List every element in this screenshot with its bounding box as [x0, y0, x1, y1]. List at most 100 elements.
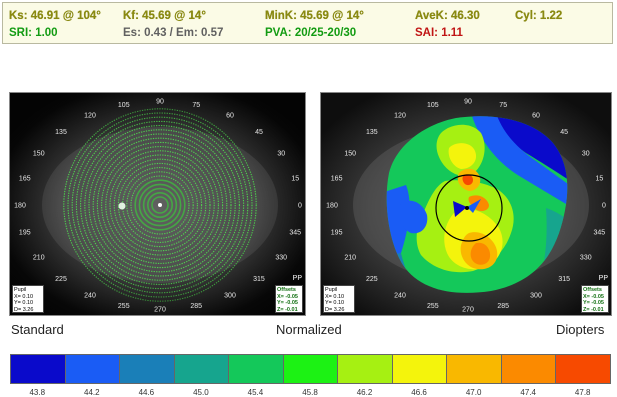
- scale-swatch: [555, 354, 611, 384]
- axis-tick-label: 330: [275, 255, 287, 262]
- axis-tick-label: 240: [84, 293, 96, 300]
- pupil-y: Y= 0.10: [14, 300, 34, 306]
- axis-tick-label: 120: [84, 112, 96, 119]
- scale-swatch: [10, 354, 66, 384]
- axis-tick-label: 240: [394, 293, 406, 300]
- sai-value: SAI: 1.11: [415, 27, 463, 39]
- axis-tick-label: 315: [253, 276, 265, 283]
- diopters-caption: Diopters: [556, 322, 605, 337]
- offsets-title: Offsets: [583, 287, 602, 293]
- axis-tick-label: 285: [497, 303, 509, 310]
- axis-tick-label: 60: [226, 112, 234, 119]
- pva-value: PVA: 20/25-20/30: [265, 27, 357, 39]
- axis-tick-label: 0: [602, 203, 606, 210]
- offsets-z: Z= -0.01: [583, 306, 604, 313]
- axis-tick-label: 255: [118, 303, 130, 310]
- pupil-y: Y= 0.10: [325, 300, 345, 306]
- scale-swatch: [228, 354, 284, 384]
- pupil-d: D= 3.26: [14, 306, 34, 313]
- axis-tick-label: 225: [55, 276, 67, 283]
- es-em-value: Es: 0.43 / Em: 0.57: [123, 27, 224, 39]
- kf-value: Kf: 45.69 @ 14°: [123, 10, 206, 22]
- standard-caption: Standard: [11, 322, 64, 337]
- scale-value-label: 47.8: [574, 388, 591, 397]
- offsets-x: X= -0.05: [277, 293, 298, 300]
- scale-swatch: [391, 354, 448, 384]
- offsets-y: Y= -0.05: [277, 300, 298, 306]
- scale-value-label: 47.4: [520, 388, 536, 397]
- axis-tick-label: 135: [366, 129, 378, 136]
- axis-tick-label: 150: [33, 151, 45, 158]
- cyl-value: Cyl: 1.22: [515, 10, 563, 22]
- axial-map-panel[interactable]: 0 15 30 45 60 75 90 105 120 135 150 165 180 195 210 225…: [320, 92, 612, 316]
- placido-image-panel[interactable]: 0 15 30 45 60 75 90 105 120 135 150 165 180 195 210 225…: [9, 92, 306, 316]
- ks-value: Ks: 46.91 @ 104°: [9, 10, 101, 22]
- axis-tick-label: 180: [14, 203, 26, 210]
- axis-tick-label: 285: [190, 303, 202, 310]
- scale-swatch: [119, 354, 175, 384]
- scale-value-label: 46.6: [411, 388, 427, 397]
- scale-value-label: 43.8: [29, 388, 46, 397]
- axis-tick-label: 105: [118, 102, 130, 109]
- axis-tick-label: 30: [582, 151, 590, 158]
- axis-tick-label: 135: [55, 129, 67, 136]
- axis-tick-label: 15: [291, 176, 299, 183]
- axis-tick-label: 60: [532, 112, 540, 119]
- axis-tick-label: 165: [19, 176, 31, 183]
- normalized-caption: Normalized: [276, 322, 342, 337]
- axis-tick-label: 165: [331, 176, 343, 183]
- scale-value-label: 44.6: [138, 388, 155, 397]
- axis-tick-label: 195: [19, 229, 31, 236]
- pupil-outline: [435, 174, 503, 242]
- pupil-title: Pupil: [325, 287, 338, 293]
- scale-swatch: [337, 354, 393, 384]
- pp-label: PP: [292, 275, 302, 282]
- axis-tick-label: 210: [344, 255, 356, 262]
- scale-swatch: [282, 354, 339, 384]
- axis-tick-label: 30: [277, 151, 285, 158]
- axis-tick-label: 45: [255, 129, 263, 136]
- axis-tick-label: 180: [326, 203, 338, 210]
- scale-swatch: [446, 354, 502, 384]
- offsets-title: Offsets: [277, 287, 296, 293]
- offsets-info-box: Offsets X= -0.05 Y= -0.05 Z= -0.01: [275, 285, 303, 313]
- placido-image: 0 15 30 45 60 75 90 105 120 135 150 165 180 195 210 225…: [10, 93, 305, 315]
- axis-tick-label: 210: [33, 255, 45, 262]
- scale-value-label: 44.2: [84, 388, 100, 397]
- axis-tick-label: 105: [427, 102, 439, 109]
- pupil-d: D= 3.26: [325, 306, 345, 313]
- axis-tick-label: 0: [298, 203, 302, 210]
- pupil-x: X= 0.10: [325, 293, 345, 300]
- axis-tick-label: 255: [427, 303, 439, 310]
- scale-value-label: 47.0: [465, 388, 482, 397]
- avek-value: AveK: 46.30: [415, 10, 480, 22]
- axis-tick-label: 345: [594, 229, 606, 236]
- scale-value-label: 45.4: [247, 388, 264, 397]
- axis-tick-label: 90: [156, 99, 164, 106]
- mink-value: MinK: 45.69 @ 14°: [265, 10, 364, 22]
- axis-tick-label: 90: [464, 99, 472, 106]
- offsets-y: Y= -0.05: [583, 300, 604, 306]
- pupil-info-box: Pupil X= 0.10 Y= 0.10 D= 3.26: [323, 285, 355, 313]
- axis-tick-label: 330: [580, 255, 592, 262]
- scale-swatch: [64, 354, 121, 384]
- pupil-info-box: Pupil X= 0.10 Y= 0.10 D= 3.26: [12, 285, 44, 313]
- axis-tick-label: 45: [560, 129, 568, 136]
- scale-swatch: [500, 354, 557, 384]
- scale-value-label: 45.0: [193, 388, 209, 397]
- axial-curvature-map: 0 15 30 45 60 75 90 105 120 135 150 165 180 195 210 225…: [321, 93, 611, 315]
- sri-value: SRI: 1.00: [9, 27, 58, 39]
- pupil-x: X= 0.10: [14, 293, 34, 300]
- axis-tick-label: 345: [289, 229, 301, 236]
- scale-value-label: 45.8: [302, 388, 318, 397]
- keratometry-readout: Ks: 46.91 @ 104° Kf: 45.69 @ 14° MinK: 4…: [2, 2, 613, 44]
- pp-label: PP: [598, 275, 608, 282]
- offsets-z: Z= -0.01: [277, 306, 298, 313]
- axis-tick-label: 270: [462, 307, 474, 314]
- axis-tick-label: 225: [366, 276, 378, 283]
- axis-tick-label: 75: [499, 102, 507, 109]
- scale-value-label: 46.2: [356, 388, 373, 397]
- axis-tick-label: 315: [558, 276, 570, 283]
- axis-tick-label: 270: [154, 307, 166, 314]
- offsets-x: X= -0.05: [583, 293, 604, 300]
